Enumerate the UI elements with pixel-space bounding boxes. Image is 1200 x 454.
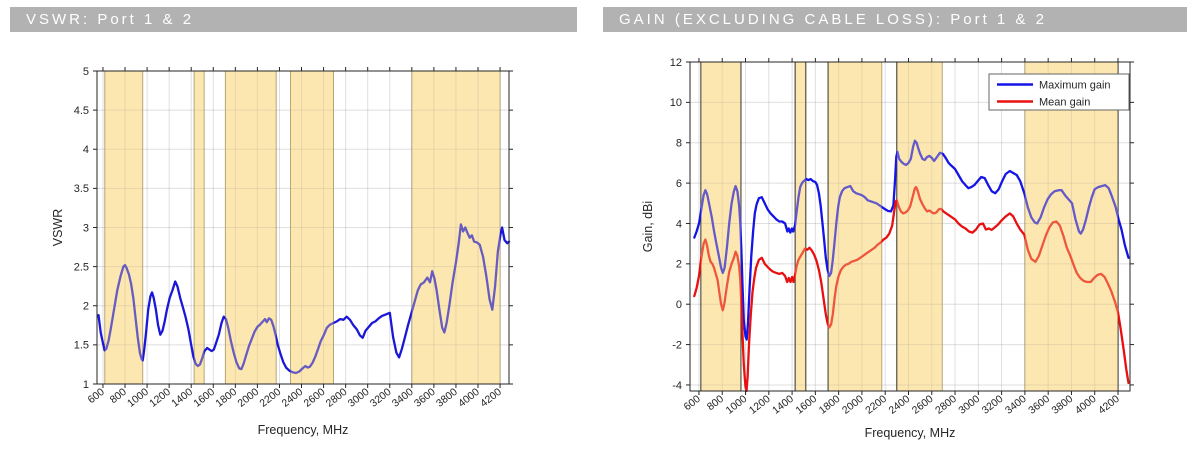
y-tick-label: 8 [676, 138, 682, 150]
tick-marks [93, 67, 513, 388]
x-tick-label: 3000 [956, 393, 982, 417]
y-tick-label: 5 [83, 66, 89, 78]
y-axis-label: VSWR [51, 209, 65, 247]
x-tick-label: 3200 [980, 393, 1006, 417]
grid-lines [97, 70, 509, 385]
x-tick-label: 1600 [191, 386, 217, 410]
x-tick-label: 2800 [324, 386, 350, 410]
x-tick-label: 1000 [125, 386, 151, 410]
y-tick-label: 2.5 [74, 261, 89, 273]
x-tick-label: 2000 [235, 386, 261, 410]
y-tick-label: 2 [83, 301, 89, 313]
maximum-gain-curve [693, 139, 1130, 341]
x-tick-label: 4200 [1096, 393, 1122, 417]
x-tick-label: 600 [682, 393, 703, 413]
vswr-title-bar: VSWR: Port 1 & 2 [10, 7, 577, 32]
y-tick-label: 12 [670, 57, 682, 69]
gain-title-bar: GAIN (EXCLUDING CABLE LOSS): Port 1 & 2 [603, 7, 1187, 32]
x-tick-label: 3600 [412, 386, 438, 410]
y-tick-labels: 1 1.5 2 2.5 3 3.5 4 4.5 5 [74, 66, 89, 391]
y-tick-label: 4.5 [74, 105, 89, 117]
x-tick-label: 3800 [434, 386, 460, 410]
band-overlay-region [896, 62, 943, 391]
band-overlay-region [700, 62, 741, 391]
x-tick-label: 2600 [910, 393, 936, 417]
x-tick-label: 2400 [887, 393, 913, 417]
x-tick-label: 4200 [478, 386, 504, 410]
x-tick-label: 3200 [368, 386, 394, 410]
x-axis-label: Frequency, MHz [258, 423, 349, 437]
x-tick-label: 2600 [302, 386, 328, 410]
x-tick-label: 1200 [747, 393, 773, 417]
y-tick-label: 10 [670, 97, 682, 109]
band-region [411, 70, 501, 385]
tick-marks [686, 58, 1134, 395]
band-region [224, 70, 277, 385]
band-overlay-region [1024, 62, 1119, 391]
y-tick-label: 4 [676, 218, 682, 230]
mean-gain-curve [693, 185, 1130, 393]
gain-title-text: GAIN (EXCLUDING CABLE LOSS): Port 1 & 2 [619, 11, 1047, 28]
vswr-curve [97, 223, 511, 375]
gain-chart: 600 8001000120014001600180020002200240026… [641, 57, 1134, 440]
band-overlay-region [225, 71, 277, 384]
y-tick-label: 6 [676, 178, 682, 190]
x-tick-label: 1000 [724, 393, 750, 417]
band-overlay-region [828, 62, 882, 391]
band-region [1024, 61, 1119, 392]
y-tick-label: -2 [672, 339, 682, 351]
band-edge-marker-lines [700, 62, 1119, 391]
x-tick-label: 800 [108, 386, 129, 406]
x-tick-label: 3800 [1050, 393, 1076, 417]
x-tick-label: 4000 [456, 386, 482, 410]
band-overlay-region [290, 71, 334, 384]
x-tick-label: 3600 [1026, 393, 1052, 417]
y-tick-label: 1.5 [74, 340, 89, 352]
band-overlay-region [194, 71, 205, 384]
x-tick-label: 4000 [1073, 393, 1099, 417]
x-tick-label: 1800 [213, 386, 239, 410]
legend-label: Mean gain [1039, 96, 1090, 108]
legend-label: Maximum gain [1039, 79, 1111, 91]
x-tick-label: 2800 [933, 393, 959, 417]
band-overlay-region [411, 71, 501, 384]
x-tick-label: 2400 [280, 386, 306, 410]
vswr-chart: 600 8001000120014001600180020002200240026… [51, 66, 513, 437]
axis-box [689, 61, 1131, 392]
y-axis-label: Gain, dBi [641, 201, 655, 252]
y-tick-label: 2 [676, 259, 682, 271]
band-overlay [700, 62, 1119, 391]
x-tick-labels: 600 8001000120014001600180020002200240026… [86, 386, 504, 410]
y-tick-label: 1 [83, 379, 89, 391]
legend-box [988, 73, 1130, 111]
x-axis-label: Frequency, MHz [865, 426, 956, 440]
x-tick-label: 2200 [863, 393, 889, 417]
x-tick-labels: 600 8001000120014001600180020002200240026… [682, 393, 1122, 417]
band-overlay-region [795, 62, 806, 391]
y-tick-label: 4 [83, 144, 89, 156]
y-tick-labels: -4 -2 0 2 4 6 8 10 12 [670, 57, 682, 392]
x-tick-label: 1400 [770, 393, 796, 417]
y-tick-label: 3 [83, 222, 89, 234]
y-tick-label: 0 [676, 299, 682, 311]
x-tick-label: 800 [705, 393, 726, 413]
x-tick-label: 3000 [346, 386, 372, 410]
x-tick-label: 3400 [1003, 393, 1029, 417]
band-overlay-region [104, 71, 143, 384]
y-tick-label: 3.5 [74, 183, 89, 195]
y-tick-label: -4 [672, 380, 682, 392]
x-tick-label: 1800 [817, 393, 843, 417]
x-tick-label: 3400 [390, 386, 416, 410]
x-tick-label: 1600 [793, 393, 819, 417]
x-tick-label: 1200 [147, 386, 173, 410]
x-tick-label: 2200 [258, 386, 284, 410]
x-tick-label: 2000 [840, 393, 866, 417]
band-overlay [104, 71, 501, 384]
x-tick-label: 1400 [169, 386, 195, 410]
vswr-title-text: VSWR: Port 1 & 2 [26, 11, 195, 28]
legend: Maximum gain Mean gain [988, 73, 1130, 111]
